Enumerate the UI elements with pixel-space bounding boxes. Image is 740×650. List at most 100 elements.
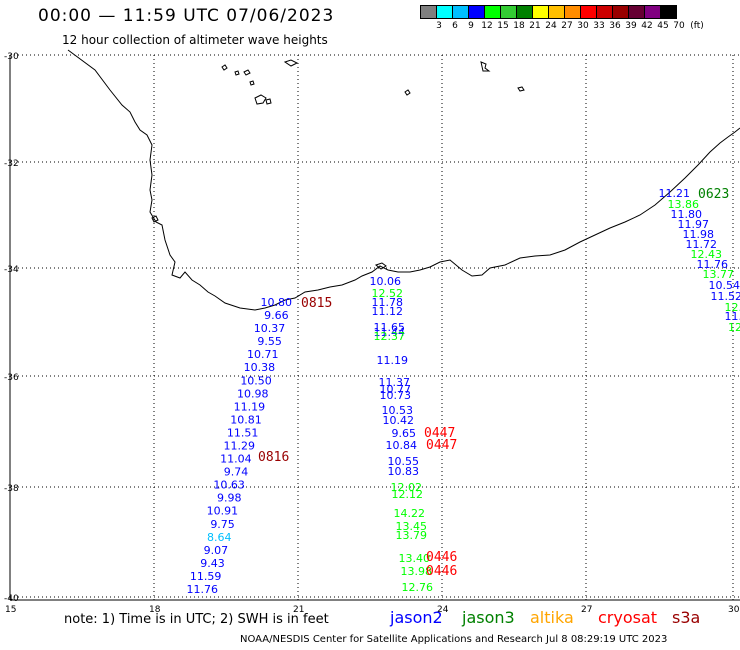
scale-swatch [660, 5, 677, 19]
lat-lon-grid [9, 54, 740, 601]
wave-height-label: 11.04 [220, 453, 252, 466]
scale-label: 21 [529, 21, 541, 31]
scale-label: 15 [497, 21, 509, 31]
pass-time-label: 0446 [426, 550, 457, 565]
wave-height-label: 10.83 [388, 465, 420, 478]
wave-height-label: 11.52 [711, 290, 740, 303]
lon-label: 30 [728, 605, 740, 615]
scale-label: 18 [513, 21, 525, 31]
wave-height-label: 8.64 [207, 531, 232, 544]
legend-item-s3a: s3a [672, 608, 701, 627]
map-subtitle: 12 hour collection of altimeter wave hei… [62, 33, 328, 47]
lat-label: -34 [4, 265, 19, 275]
island-7 [283, 59, 299, 67]
island-5 [254, 94, 267, 105]
scale-label: 6 [452, 21, 458, 31]
wave-height-label: 13.86 [668, 198, 700, 211]
wave-height-label: 12.52 [372, 287, 404, 300]
wave-height-label: 11.76 [697, 258, 729, 271]
wave-height-label: 10.91 [207, 505, 239, 518]
pass-time-label: 0623 [698, 187, 729, 202]
wave-height-label: 9.43 [200, 557, 225, 570]
pass-time-label: 0447 [426, 438, 457, 453]
pass-time-label: 0447 [424, 426, 455, 441]
legend-item-altika: altika [530, 608, 574, 627]
wave-height-label: 10.98 [237, 387, 269, 400]
wave-height-label: 10.53 [382, 404, 414, 417]
color-scale [420, 5, 677, 19]
wave-height-label: 11.21 [659, 187, 691, 200]
scale-unit: (ft) [690, 21, 704, 31]
lat-label: -32 [4, 159, 19, 169]
wave-height-label: 10.50 [240, 374, 272, 387]
wave-height-label: 9.07 [204, 544, 229, 557]
map-title: 00:00 — 11:59 UTC 07/06/2023 [38, 6, 335, 26]
wave-height-label: 10.80 [261, 296, 293, 309]
wave-height-label: 11.19 [234, 400, 266, 413]
island-11 [151, 215, 159, 223]
legend-item-jason2: jason2 [390, 608, 443, 627]
scale-label: 33 [593, 21, 605, 31]
wave-height-label: 11.80 [671, 208, 703, 221]
footer-credit: NOAA/NESDIS Center for Satellite Applica… [240, 634, 668, 645]
wave-height-label: 12.37 [374, 330, 406, 343]
island-3 [243, 69, 251, 76]
pass-time-label: 0815 [301, 296, 332, 311]
scale-label: 12 [481, 21, 493, 31]
wave-height-label: 10.55 [388, 455, 420, 468]
wave-height-label: 12. [725, 301, 740, 314]
wave-height-label: 12 [728, 321, 740, 334]
scale-label: 70 [673, 21, 685, 31]
lon-label: 18 [149, 605, 161, 615]
wave-height-label: 9.98 [217, 492, 242, 505]
wave-height-label: 12.76 [402, 581, 434, 594]
island-2 [234, 70, 240, 76]
scale-label: 27 [561, 21, 573, 31]
legend-item-cryosat: cryosat [598, 608, 658, 627]
wave-height-label: 9.66 [264, 309, 289, 322]
wave-height-label: 9.74 [224, 466, 249, 479]
wave-height-label: 11.98 [683, 228, 715, 241]
scale-label: 36 [609, 21, 621, 31]
footer-note: note: 1) Time is in UTC; 2) SWH is in fe… [64, 612, 329, 627]
wave-height-label: 12.12 [392, 488, 424, 501]
scale-label: 30 [577, 21, 589, 31]
wave-height-label: 10.37 [254, 322, 286, 335]
wave-height-label: 10.81 [230, 413, 262, 426]
scale-label: 42 [641, 21, 653, 31]
wave-height-label: 14.22 [394, 507, 426, 520]
lon-label: 24 [437, 605, 449, 615]
wave-height-label: 11.78 [372, 296, 404, 309]
wave-height-label: 12.43 [691, 248, 723, 261]
wave-height-label: 10.42 [383, 414, 415, 427]
wave-height-label: 13.40 [399, 552, 431, 565]
wave-height-label: 12.02 [391, 481, 423, 494]
wave-height-label: 10.77 [380, 383, 412, 396]
island-12 [374, 262, 387, 270]
scale-label: 3 [436, 21, 442, 31]
coastline [67, 49, 740, 311]
wave-height-label: 10.84 [386, 439, 418, 452]
wave-height-label: 11.12 [372, 305, 404, 318]
wave-height-label: 9.55 [257, 335, 282, 348]
wave-height-label: 10.38 [244, 361, 276, 374]
color-scale-labels: 3 6 9 12 15 18 21 24 27 30 33 36 39 42 45 70 (ft) [421, 21, 740, 33]
wave-height-label: 11.97 [678, 218, 710, 231]
wave-height-label: 13.79 [396, 529, 428, 542]
lon-label: 27 [581, 605, 592, 615]
wave-height-label: 13.45 [396, 520, 428, 533]
island-9 [404, 89, 411, 96]
wave-height-label: 10.54 [709, 279, 740, 292]
wave-height-label: 11.59 [190, 570, 222, 583]
lon-label: 21 [293, 605, 304, 615]
wave-height-label: 11. [725, 310, 740, 323]
pass-time-label: 0816 [258, 450, 289, 465]
wave-height-label: 11.76 [187, 583, 219, 596]
scale-label: 24 [545, 21, 557, 31]
island-1 [221, 64, 228, 71]
wave-height-label: 11.44 [374, 326, 406, 339]
scale-label: 45 [657, 21, 669, 31]
scale-label: 9 [468, 21, 474, 31]
